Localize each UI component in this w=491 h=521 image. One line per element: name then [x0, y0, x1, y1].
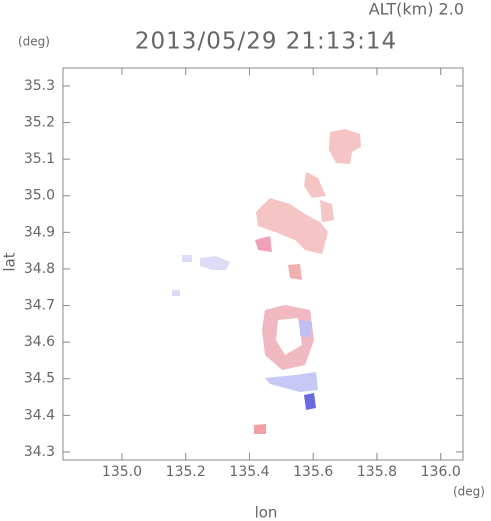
echo-region	[200, 256, 230, 270]
y-tick-label: 34.6	[24, 334, 55, 350]
y-tick-label: 34.4	[24, 407, 55, 423]
y-axis-label: lat	[1, 252, 19, 271]
echo-region	[255, 236, 272, 252]
x-tick-label: 135.4	[229, 464, 269, 480]
y-tick-label: 35.0	[24, 188, 55, 204]
x-tick-label: 135.8	[357, 464, 397, 480]
echo-region	[172, 290, 180, 296]
y-tick-label: 35.1	[24, 151, 55, 167]
echo-region	[265, 372, 318, 392]
altitude-label: ALT(km) 2.0	[369, 0, 464, 19]
y-tick-label: 35.3	[24, 78, 55, 94]
x-axis-label: lon	[255, 504, 278, 521]
y-tick-label: 34.3	[24, 444, 55, 460]
x-tick-label: 136.0	[421, 464, 461, 480]
x-unit: (deg)	[453, 485, 485, 499]
y-tick-label: 35.2	[24, 115, 55, 131]
y-tick-label: 34.7	[24, 298, 55, 314]
echo-region	[288, 264, 302, 280]
y-tick-label: 34.9	[24, 224, 55, 240]
echo-region	[254, 424, 266, 434]
echo-region	[329, 129, 361, 164]
echo-region	[304, 172, 326, 198]
y-tick-label: 34.5	[24, 371, 55, 387]
echo-regions	[172, 129, 361, 434]
x-tick-label: 135.6	[293, 464, 333, 480]
echo-region	[182, 255, 192, 262]
echo-region	[304, 393, 316, 410]
chart-title: 2013/05/29 21:13:14	[135, 29, 397, 55]
echo-region	[276, 318, 302, 355]
y-tick-label: 34.8	[24, 261, 55, 277]
echo-region	[300, 320, 312, 338]
x-tick-label: 135.2	[166, 464, 206, 480]
echo-region	[320, 200, 334, 222]
y-unit: (deg)	[18, 35, 50, 49]
plot-frame	[62, 67, 464, 461]
echo-region	[256, 198, 328, 254]
x-tick-label: 135.0	[102, 464, 142, 480]
